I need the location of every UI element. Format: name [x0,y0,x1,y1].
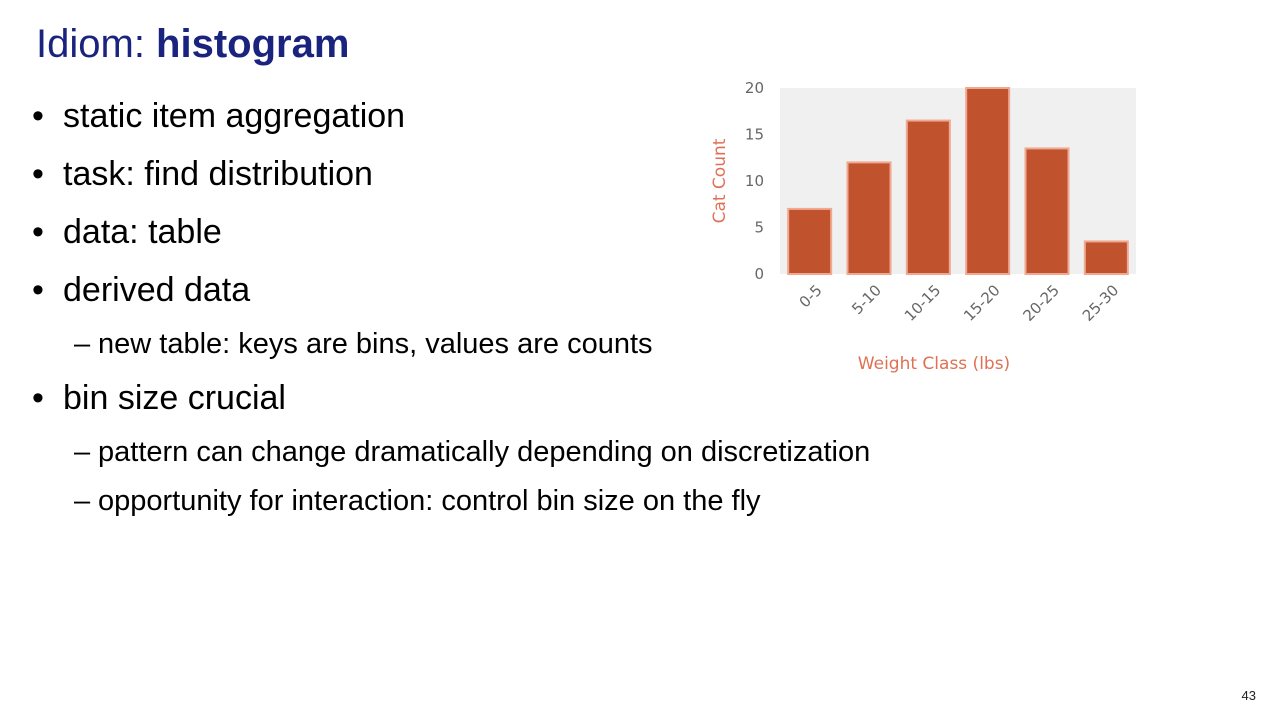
histogram-bar [787,207,833,275]
bullet-derived-data: • derived data [32,270,250,310]
x-axis-label: Weight Class (lbs) [858,354,1010,374]
y-tick-label: 10 [745,172,764,190]
histogram-bar [1083,240,1129,275]
bullet-text: pattern can change dramatically dependin… [98,436,871,468]
y-axis-label: Cat Count [710,138,730,223]
bullet-text: opportunity for interaction: control bin… [98,485,761,517]
x-tick-label: 25-30 [1079,281,1123,325]
sub-bullet-new-table: – new table: keys are bins, values are co… [74,324,653,364]
dash-glyph: – [74,485,91,517]
dash-glyph: – [74,436,91,468]
bullet-task: • task: find distribution [32,154,373,194]
slide-title: Idiom: histogram [36,18,349,70]
x-tick-label: 5-10 [848,281,885,318]
sub-bullet-opportunity: – opportunity for interaction: control bi… [74,481,761,521]
histogram-bar [1024,147,1070,275]
y-tick-label: 15 [745,126,764,144]
bullet-text: static item aggregation [63,97,406,135]
title-prefix: Idiom: [36,22,157,66]
bullet-text: task: find distribution [63,155,373,193]
bullet-data: • data: table [32,212,222,252]
x-tick-label: 0-5 [796,281,826,311]
x-tick-label: 15-20 [960,281,1004,325]
dash-glyph: – [74,328,91,360]
sub-bullet-pattern: – pattern can change dramatically dependi… [74,432,870,472]
bullet-glyph: • [32,155,44,193]
x-axis-ticks: 0-5 5-10 10-15 15-20 20-25 25-30 [796,281,1123,325]
histogram-chart: 0 5 10 15 20 0-5 5-10 10-15 15-20 20-25 25-30 Cat… [710,79,1136,374]
bullet-bin-size: • bin size crucial [32,378,286,418]
y-axis-ticks: 0 5 10 15 20 [745,79,764,283]
bullet-text: data: table [63,213,222,251]
bullet-glyph: • [32,379,44,417]
bullet-glyph: • [32,213,44,251]
x-tick-label: 10-15 [901,281,945,325]
page-number: 43 [1241,688,1256,703]
bullet-text: new table: keys are bins, values are cou… [98,328,653,360]
y-tick-label: 20 [745,79,764,97]
bullet-glyph: • [32,97,44,135]
y-tick-label: 5 [754,219,764,237]
bullet-text: bin size crucial [63,379,286,417]
bullet-text: derived data [63,271,251,309]
plot-background [780,88,1136,274]
bars [787,87,1129,275]
bullet-static-item-aggregation: • static item aggregation [32,96,405,136]
bullet-glyph: • [32,271,44,309]
x-tick-label: 20-25 [1019,281,1063,325]
histogram-bar [846,161,892,275]
histogram-bar [905,119,951,275]
histogram-bar [965,87,1011,275]
title-emphasis: histogram [156,22,350,66]
y-tick-label: 0 [754,265,764,283]
